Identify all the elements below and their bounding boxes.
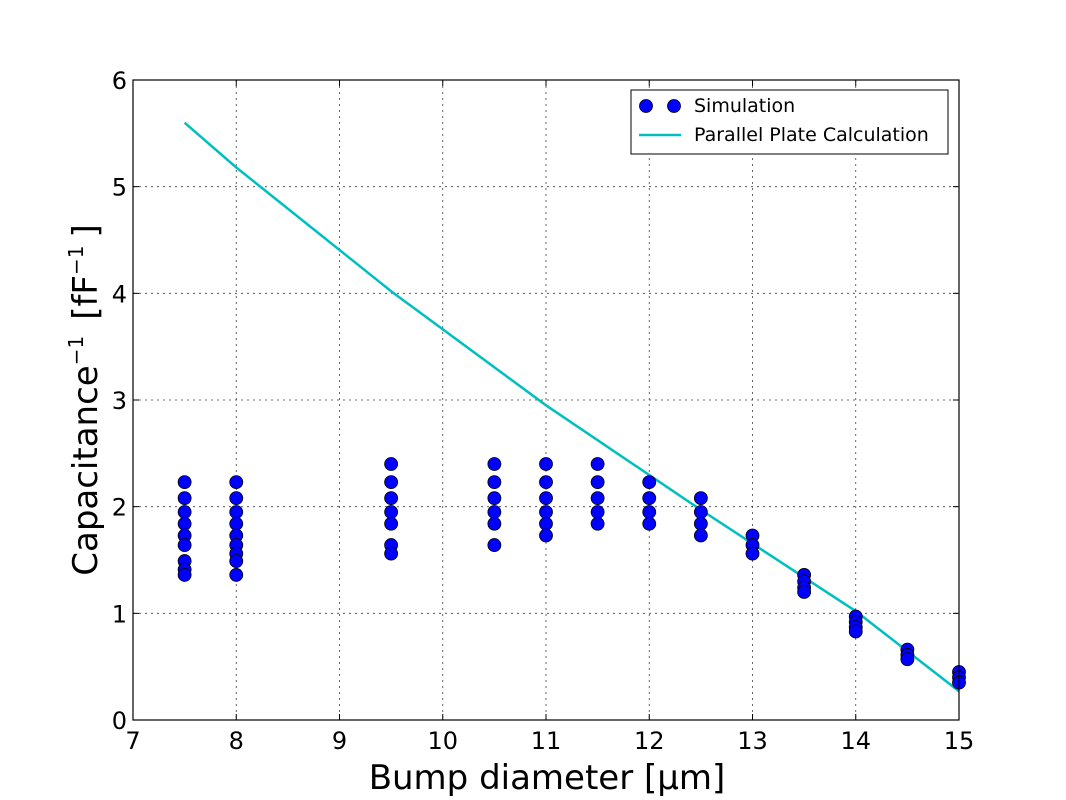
grid — [133, 80, 959, 720]
simulation-point — [642, 505, 657, 519]
x-tick-label: 7 — [125, 727, 140, 755]
simulation-point — [384, 546, 399, 561]
simulation-point — [229, 554, 244, 568]
simulation-point — [590, 516, 605, 531]
simulation-point — [693, 505, 708, 519]
simulation-point — [229, 568, 244, 582]
simulation-point — [487, 457, 502, 471]
y-axis-label-main: Capacitance — [66, 365, 106, 575]
legend-simulation-marker-2 — [667, 99, 681, 113]
simulation-point — [693, 528, 708, 543]
y-axis-label: Capacitance−1[fF−1] — [64, 224, 106, 576]
y-axis-label-unit-close: ] — [66, 224, 106, 237]
y-tick-label: 6 — [112, 67, 127, 95]
x-tick-label: 10 — [427, 727, 458, 755]
simulation-point — [642, 516, 657, 531]
simulation-point — [642, 475, 657, 490]
simulation-point — [487, 538, 502, 552]
simulation-point — [229, 475, 244, 490]
simulation-point — [693, 516, 708, 531]
y-axis-label-sup: −1 — [64, 336, 88, 365]
simulation-point — [487, 475, 502, 490]
simulation-point — [539, 516, 553, 531]
y-axis-label-unit-open: [fF — [66, 275, 106, 320]
line-series-layer — [183, 121, 960, 693]
legend-simulation-label: Simulation — [694, 95, 795, 117]
simulation-point — [229, 516, 244, 531]
y-axis-label-unit-sup: −1 — [64, 246, 88, 275]
simulation-point — [487, 516, 502, 531]
simulation-point — [797, 585, 812, 599]
simulation-point — [590, 505, 605, 519]
marker-series-layer — [177, 457, 966, 690]
simulation-point — [229, 491, 244, 506]
simulation-point — [177, 475, 192, 490]
legend-parallel-plate-label: Parallel Plate Calculation — [694, 124, 929, 146]
x-tick-label: 14 — [840, 727, 871, 755]
y-tick-labels: 0 1 2 3 4 5 6 — [112, 67, 127, 735]
axis-ticks — [132, 79, 960, 721]
simulation-point — [693, 491, 708, 506]
x-tick-label: 13 — [737, 727, 768, 755]
simulation-point — [384, 516, 399, 531]
y-tick-label: 1 — [112, 600, 127, 628]
simulation-point — [539, 475, 553, 490]
y-tick-label: 5 — [112, 174, 127, 202]
simulation-point — [590, 491, 605, 506]
simulation-point — [177, 516, 192, 531]
simulation-point — [539, 505, 553, 519]
x-tick-label: 15 — [944, 727, 975, 755]
simulation-point — [487, 505, 502, 519]
simulation-point — [539, 528, 553, 543]
simulation-point — [539, 457, 553, 471]
simulation-point — [177, 538, 192, 552]
simulation-point — [177, 568, 192, 582]
y-tick-label: 0 — [112, 707, 127, 735]
simulation-point — [900, 652, 915, 667]
y-tick-label: 3 — [112, 387, 127, 415]
parallel-plate-line — [183, 121, 960, 693]
x-tick-label: 9 — [332, 727, 347, 755]
simulation-point — [384, 457, 399, 471]
x-tick-label: 8 — [229, 727, 244, 755]
simulation-point — [177, 505, 192, 519]
y-tick-label: 4 — [112, 280, 127, 308]
y-tick-label: 2 — [112, 494, 127, 522]
simulation-point — [384, 505, 399, 519]
legend-box — [630, 89, 949, 155]
x-axis-label: Bump diameter [μm] — [369, 758, 726, 798]
simulation-point — [745, 546, 760, 561]
simulation-point — [590, 457, 605, 471]
simulation-point — [384, 475, 399, 490]
simulation-point — [539, 491, 553, 506]
simulation-point — [384, 491, 399, 506]
simulation-point — [590, 475, 605, 490]
simulation-point — [229, 505, 244, 519]
simulation-point — [642, 491, 657, 506]
legend: Simulation Parallel Plate Calculation — [630, 89, 949, 155]
simulation-point — [487, 491, 502, 506]
x-tick-labels: 7 8 9 10 11 12 13 14 15 — [125, 727, 974, 755]
x-tick-label: 11 — [531, 727, 562, 755]
simulation-point — [848, 624, 863, 639]
simulation-point — [177, 491, 192, 506]
x-tick-label: 12 — [634, 727, 665, 755]
legend-simulation-marker-1 — [639, 99, 653, 113]
